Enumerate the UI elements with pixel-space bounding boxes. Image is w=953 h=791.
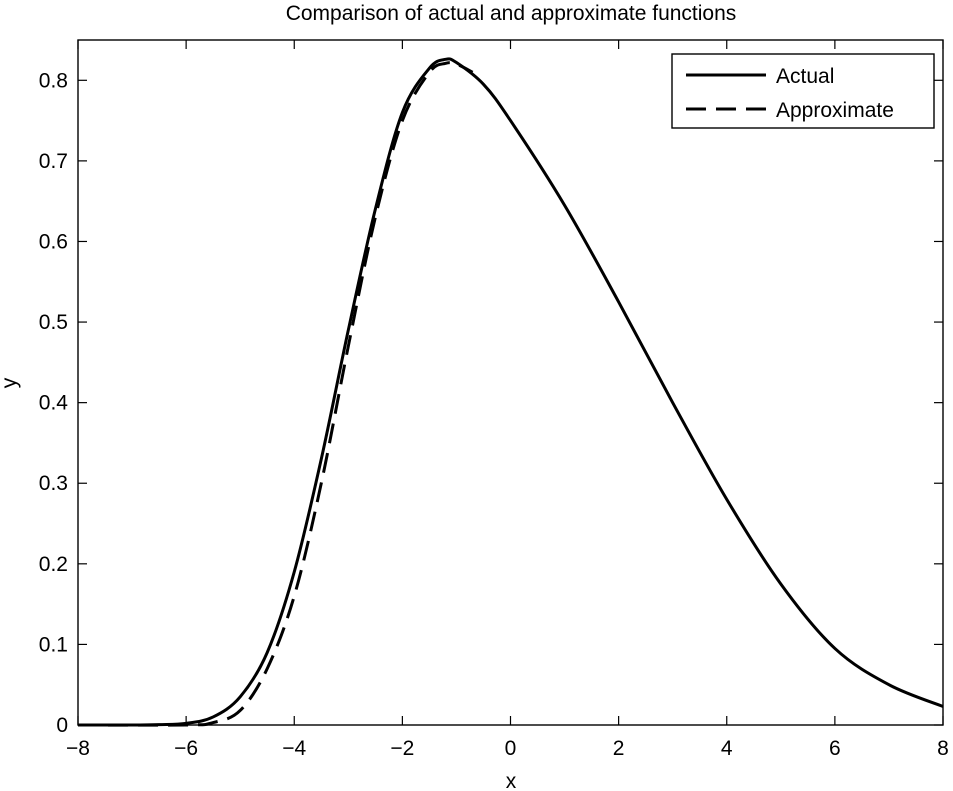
x-tick-label: −4 <box>282 737 306 760</box>
y-tick-label: 0.7 <box>39 150 68 173</box>
series-lines <box>77 57 944 727</box>
x-tick-label: 2 <box>613 737 625 760</box>
x-tick-label: 4 <box>721 737 733 760</box>
x-tick-label: 0 <box>505 737 517 760</box>
y-axis-label: y <box>0 377 21 388</box>
y-tick-label: 0.3 <box>39 472 68 495</box>
legend: Actual Approximate <box>671 53 935 129</box>
y-tick-label: 0.2 <box>39 553 68 576</box>
y-tick-label: 0.5 <box>39 311 68 334</box>
y-tick-label: 0.8 <box>39 69 68 92</box>
y-tick-label: 0 <box>56 714 68 737</box>
series-line-approximate <box>77 61 474 727</box>
x-axis-label: x <box>506 770 517 791</box>
x-tick-label: −6 <box>174 737 198 760</box>
legend-box <box>671 53 935 129</box>
plot-frame <box>77 39 944 726</box>
plot-area <box>78 40 943 725</box>
y-tick-label: 0.4 <box>39 392 69 415</box>
x-tick-label: −8 <box>66 737 90 760</box>
legend-label-approximate: Approximate <box>776 99 894 122</box>
x-tick-label: −2 <box>390 737 414 760</box>
series-line-actual <box>77 57 944 727</box>
x-tick-label: 8 <box>937 737 949 760</box>
x-tick-label: 6 <box>829 737 841 760</box>
y-tick-label: 0.6 <box>39 230 68 253</box>
x-tick-labels: −8 −6 −4 −2 0 2 4 6 8 <box>66 737 949 760</box>
legend-label-actual: Actual <box>776 65 834 88</box>
y-tick-labels: 0 0.1 0.2 0.3 0.4 0.5 0.6 0.7 0.8 <box>39 69 69 737</box>
chart-title: Comparison of actual and approximate fun… <box>286 2 737 25</box>
y-tick-label: 0.1 <box>39 633 68 656</box>
